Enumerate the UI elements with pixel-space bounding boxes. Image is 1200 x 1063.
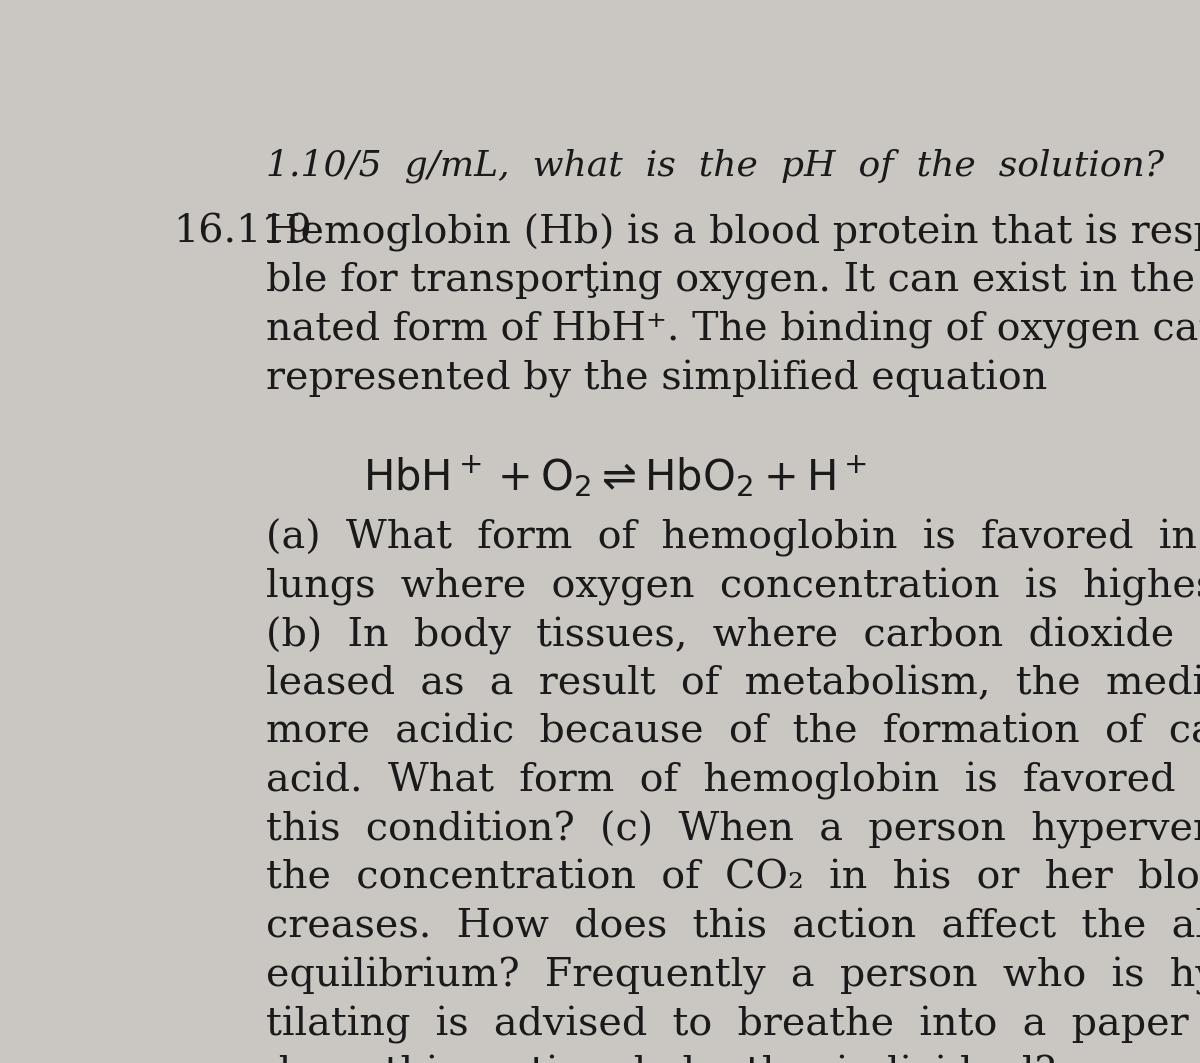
- Text: equilibrium?  Frequently  a  person  who  is  hyperven-: equilibrium? Frequently a person who is …: [266, 957, 1200, 995]
- Text: nated form of HbH⁺. The binding of oxygen can be: nated form of HbH⁺. The binding of oxyge…: [266, 310, 1200, 349]
- Text: 16.119: 16.119: [173, 214, 312, 251]
- Text: lungs  where  oxygen  concentration  is  highest?: lungs where oxygen concentration is high…: [266, 568, 1200, 606]
- Text: leased  as  a  result  of  metabolism,  the  medium  is: leased as a result of metabolism, the me…: [266, 665, 1200, 702]
- Text: (b)  In  body  tissues,  where  carbon  dioxide  is  re-: (b) In body tissues, where carbon dioxid…: [266, 617, 1200, 655]
- Text: creases.  How  does  this  action  affect  the  above: creases. How does this action affect the…: [266, 909, 1200, 945]
- Text: more  acidic  because  of  the  formation  of  carbonic: more acidic because of the formation of …: [266, 713, 1200, 750]
- Text: represented by the simplified equation: represented by the simplified equation: [266, 359, 1048, 398]
- Text: does  this  action  help  the  individual?: does this action help the individual?: [266, 1054, 1056, 1063]
- Text: (a)  What  form  of  hemoglobin  is  favored  in  the: (a) What form of hemoglobin is favored i…: [266, 519, 1200, 557]
- Text: Hemoglobin (Hb) is a blood protein that is responsi-: Hemoglobin (Hb) is a blood protein that …: [266, 214, 1200, 252]
- Text: $\mathrm{HbH^+ + O_2 \rightleftharpoons HbO_2 + H^+}$: $\mathrm{HbH^+ + O_2 \rightleftharpoons …: [364, 453, 866, 500]
- Text: tilating  is  advised  to  breathe  into  a  paper  bag.  Why: tilating is advised to breathe into a pa…: [266, 1006, 1200, 1044]
- Text: 1.10/5  g/mL,  what  is  the  pH  of  the  solution?: 1.10/5 g/mL, what is the pH of the solut…: [266, 148, 1164, 183]
- Text: acid.  What  form  of  hemoglobin  is  favored  under: acid. What form of hemoglobin is favored…: [266, 762, 1200, 800]
- Text: ble for transporţing oxygen. It can exist in the proto-: ble for transporţing oxygen. It can exis…: [266, 263, 1200, 300]
- Text: this  condition?  (c)  When  a  person  hyperventilates,: this condition? (c) When a person hyperv…: [266, 811, 1200, 849]
- Text: the  concentration  of  CO₂  in  his  or  her  blood  de-: the concentration of CO₂ in his or her b…: [266, 860, 1200, 897]
